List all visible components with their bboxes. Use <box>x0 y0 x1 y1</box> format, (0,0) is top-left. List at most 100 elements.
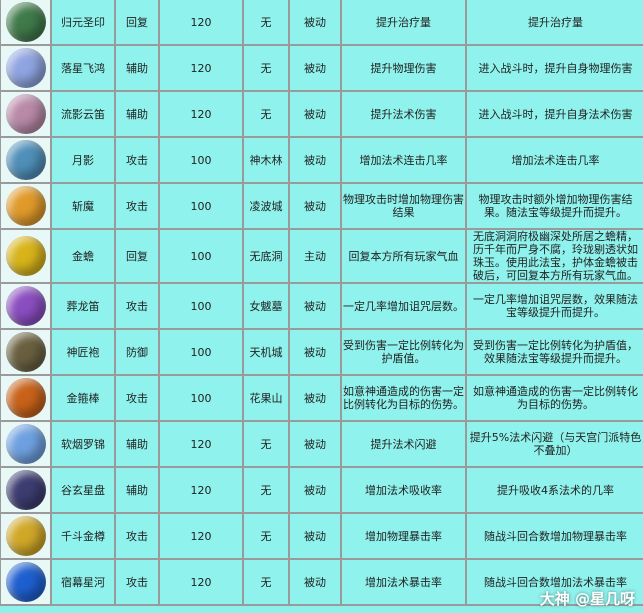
item-mode: 主动 <box>288 228 342 284</box>
item-level: 100 <box>158 282 244 330</box>
item-icon-cell <box>0 0 52 46</box>
item-icon-cell <box>0 558 52 606</box>
item-description: 进入战斗时，提升自身物理伤害 <box>465 44 643 92</box>
item-effect: 增加法术连击几率 <box>340 136 467 184</box>
item-location: 天机城 <box>242 328 290 376</box>
item-level: 100 <box>158 228 244 284</box>
item-location: 无 <box>242 44 290 92</box>
item-mode: 被动 <box>288 0 342 46</box>
item-level: 100 <box>158 374 244 422</box>
item-icon-cell <box>0 182 52 230</box>
watermark: 大神 @星几呀 <box>539 590 635 608</box>
item-level: 120 <box>158 466 244 514</box>
item-effect: 如意神通造成的伤害一定比例转化为目标的伤势。 <box>340 374 467 422</box>
item-location: 神木林 <box>242 136 290 184</box>
green-seal-icon <box>5 2 46 42</box>
flame-blade-icon <box>5 186 46 226</box>
star-plate-icon <box>5 470 46 510</box>
blue-orb-icon <box>5 562 46 602</box>
item-description: 提升5%法术闪避（与天宫门派特色不叠加） <box>465 420 643 468</box>
table-row: 流影云笛 辅助 120 无被动 提升法术伤害 进入战斗时，提升自身法术伤害 <box>0 90 643 138</box>
item-description: 随战斗回合数增加法术暴击率 <box>465 558 643 606</box>
item-icon-cell <box>0 282 52 330</box>
moon-orb-icon <box>5 140 46 180</box>
item-mode: 被动 <box>288 44 342 92</box>
item-effect: 物理攻击时增加物理伤害结果 <box>340 182 467 230</box>
robe-icon <box>5 332 46 372</box>
item-name: 归元圣印 <box>50 0 116 46</box>
item-name: 神匠袍 <box>50 328 116 376</box>
item-location: 无 <box>242 466 290 514</box>
item-type: 回复 <box>114 228 160 284</box>
item-description: 受到伤害一定比例转化为护盾值，效果随法宝等级提升而提升。 <box>465 328 643 376</box>
item-level: 100 <box>158 328 244 376</box>
item-mode: 被动 <box>288 466 342 514</box>
item-name: 金蟾 <box>50 228 116 284</box>
item-mode: 被动 <box>288 90 342 138</box>
item-type: 辅助 <box>114 90 160 138</box>
table-row: 谷玄星盘 辅助 120 无被动 增加法术吸收率 提升吸收4系法术的几率 <box>0 466 643 514</box>
item-description: 提升吸收4系法术的几率 <box>465 466 643 514</box>
item-name: 软烟罗锦 <box>50 420 116 468</box>
item-effect: 提升法术闪避 <box>340 420 467 468</box>
golden-cup-icon <box>5 516 46 556</box>
item-effect: 提升治疗量 <box>340 0 467 46</box>
item-name: 月影 <box>50 136 116 184</box>
item-icon-cell <box>0 420 52 468</box>
dragon-flute-icon <box>5 286 46 326</box>
item-location: 凌波城 <box>242 182 290 230</box>
item-icon-cell <box>0 512 52 560</box>
item-icon-cell <box>0 136 52 184</box>
item-description: 增加法术连击几率 <box>465 136 643 184</box>
item-effect: 增加法术吸收率 <box>340 466 467 514</box>
item-level: 120 <box>158 0 244 46</box>
item-location: 无 <box>242 90 290 138</box>
item-name: 宿幕星河 <box>50 558 116 606</box>
item-type: 辅助 <box>114 420 160 468</box>
item-icon-cell <box>0 328 52 376</box>
item-icon-cell <box>0 228 52 284</box>
item-icon-cell <box>0 90 52 138</box>
table-row: 软烟罗锦 辅助 120 无被动 提升法术闪避 提升5%法术闪避（与天宫门派特色不叠加） <box>0 420 643 468</box>
item-name: 斩魔 <box>50 182 116 230</box>
item-type: 攻击 <box>114 558 160 606</box>
item-type: 攻击 <box>114 182 160 230</box>
item-location: 花果山 <box>242 374 290 422</box>
item-effect: 一定几率增加诅咒层数。 <box>340 282 467 330</box>
item-location: 无底洞 <box>242 228 290 284</box>
item-level: 120 <box>158 420 244 468</box>
item-type: 辅助 <box>114 466 160 514</box>
item-name: 流影云笛 <box>50 90 116 138</box>
item-location: 无 <box>242 512 290 560</box>
item-mode: 被动 <box>288 182 342 230</box>
item-location: 女魃墓 <box>242 282 290 330</box>
item-level: 120 <box>158 44 244 92</box>
item-level: 120 <box>158 90 244 138</box>
item-type: 回复 <box>114 0 160 46</box>
item-type: 攻击 <box>114 374 160 422</box>
item-type: 攻击 <box>114 136 160 184</box>
item-mode: 被动 <box>288 136 342 184</box>
table-row: 葬龙笛 攻击 100 女魃墓 被动 一定几率增加诅咒层数。 一定几率增加诅咒层数，效果随法宝… <box>0 282 643 330</box>
item-description: 提升治疗量 <box>465 0 643 46</box>
silk-robe-icon <box>5 424 46 464</box>
item-name: 谷玄星盘 <box>50 466 116 514</box>
item-type: 攻击 <box>114 282 160 330</box>
item-effect: 增加法术暴击率 <box>340 558 467 606</box>
item-name: 千斗金樽 <box>50 512 116 560</box>
item-effect: 受到伤害一定比例转化为护盾值。 <box>340 328 467 376</box>
item-type: 防御 <box>114 328 160 376</box>
item-location: 无 <box>242 0 290 46</box>
item-description: 一定几率增加诅咒层数，效果随法宝等级提升而提升。 <box>465 282 643 330</box>
item-level: 100 <box>158 136 244 184</box>
item-mode: 被动 <box>288 374 342 422</box>
item-name: 葬龙笛 <box>50 282 116 330</box>
item-level: 120 <box>158 558 244 606</box>
table-row: 归元圣印 回复 120 无被动 提升治疗量 提升治疗量 <box>0 0 643 46</box>
table-row: 宿幕星河 攻击 120 无被动 增加法术暴击率 随战斗回合数增加法术暴击率 <box>0 558 643 606</box>
table-row: 斩魔 攻击 100 凌波城 被动 物理攻击时增加物理伤害结果 物理攻击时额外增加物理伤害结果… <box>0 182 643 230</box>
item-mode: 被动 <box>288 420 342 468</box>
item-icon-cell <box>0 374 52 422</box>
table-row: 千斗金樽 攻击 120 无被动 增加物理暴击率 随战斗回合数增加物理暴击率 <box>0 512 643 560</box>
